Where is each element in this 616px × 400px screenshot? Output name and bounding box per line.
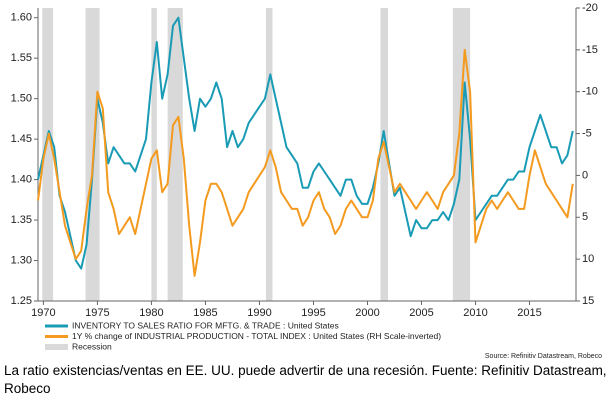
chart: Source: Refinitiv Datastream, Robeco 1.2… <box>11 2 603 360</box>
x-tick-label: 1975 <box>85 307 109 319</box>
x-tick-label: 1985 <box>193 307 217 319</box>
x-tick-label: 2000 <box>355 307 379 319</box>
y-tick-label: 1.50 <box>11 93 32 105</box>
x-tick-label: 2010 <box>463 307 487 319</box>
y2-tick-label: 0 <box>582 169 588 181</box>
y2-tick-label: -5 <box>582 127 592 139</box>
recession-band <box>167 8 183 301</box>
y-tick-label: 1.35 <box>11 214 32 226</box>
legend-swatch <box>45 344 68 350</box>
y-tick-label: 1.40 <box>11 173 32 185</box>
y-tick-label: 1.55 <box>11 52 32 64</box>
x-tick-label: 2015 <box>517 307 541 319</box>
y-tick-label: 1.25 <box>11 295 32 307</box>
y2-tick-label: -20 <box>582 2 598 14</box>
source: Source: Refinitiv Datastream, Robeco <box>485 353 602 360</box>
x-tick-label: 1980 <box>139 307 163 319</box>
recession-band <box>380 8 389 301</box>
series-line <box>37 48 574 277</box>
x-tick-label: 1995 <box>301 307 325 319</box>
x-tick-label: 2005 <box>409 307 433 319</box>
series-line <box>37 16 574 270</box>
x-tick-label: 1990 <box>247 307 271 319</box>
y-tick-label: 1.45 <box>11 133 32 145</box>
y2-tick-label: -10 <box>582 86 598 98</box>
recession-band <box>42 8 54 301</box>
legend-label: INVENTORY TO SALES RATIO FOR MFTG. & TRA… <box>72 320 339 330</box>
legend-label: 1Y % change of INDUSTRIAL PRODUCTION - T… <box>72 331 441 341</box>
y2-tick-label: -15 <box>582 44 598 56</box>
y2-tick-label: 10 <box>582 253 594 265</box>
x-tick-label: 1970 <box>31 307 55 319</box>
y-tick-label: 1.60 <box>11 12 32 24</box>
legend-label: Recession <box>72 341 112 351</box>
y2-tick-label: 15 <box>582 295 594 307</box>
y2-tick-label: 5 <box>582 211 588 223</box>
y-tick-label: 1.30 <box>11 254 32 266</box>
caption: La ratio existencias/ventas en EE. UU. p… <box>4 363 607 396</box>
